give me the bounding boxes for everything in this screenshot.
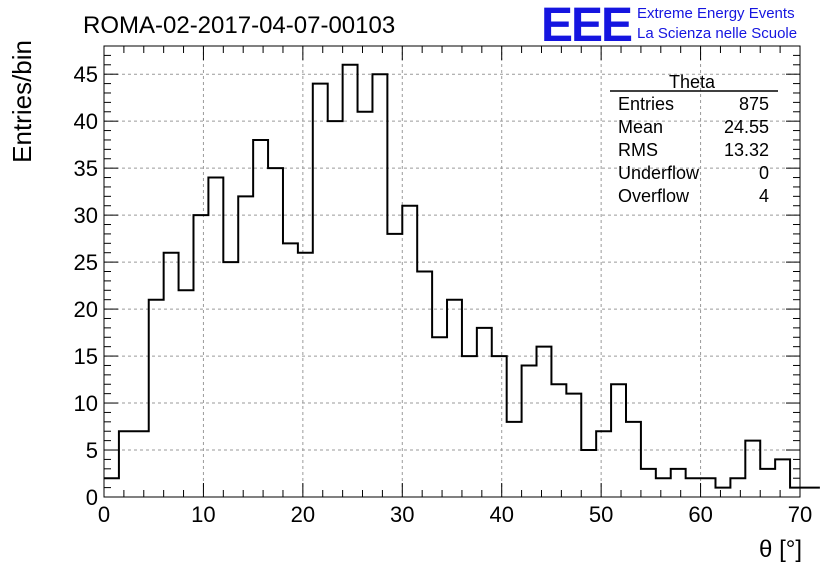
stats-label: Entries <box>618 94 674 114</box>
y-tick-label: 10 <box>74 391 98 416</box>
stats-value: 4 <box>759 186 769 206</box>
x-tick-label: 30 <box>390 502 414 527</box>
histogram-bin <box>686 478 701 497</box>
x-tick-label: 40 <box>489 502 513 527</box>
histogram-outline <box>104 63 820 498</box>
histogram-bin <box>313 84 328 497</box>
histogram-bin <box>596 431 611 497</box>
histogram-bin <box>522 365 537 497</box>
y-tick-labels: 0 5 10 15 20 25 30 35 40 45 <box>74 62 98 510</box>
stats-value: 0 <box>759 163 769 183</box>
histogram-bin <box>253 140 268 497</box>
histogram-bin <box>581 450 596 497</box>
histogram-bin <box>358 112 373 497</box>
stats-value: 875 <box>739 94 769 114</box>
stats-label: RMS <box>618 140 658 160</box>
x-tick-label: 70 <box>788 502 812 527</box>
y-tick-label: 15 <box>74 344 98 369</box>
histogram-bin <box>805 488 820 497</box>
histogram-bin <box>462 356 477 497</box>
histogram-bin <box>164 253 179 497</box>
histogram-bin <box>551 384 566 497</box>
stats-label: Overflow <box>618 186 690 206</box>
stats-box: Theta Entries 875 Mean 24.55 RMS 13.32 Underfl… <box>610 72 778 206</box>
histogram-bin <box>730 478 745 497</box>
stats-title: Theta <box>669 72 716 92</box>
eee-logo-line2: La Scienza nelle Scuole <box>637 25 797 42</box>
stats-rows: Entries 875 Mean 24.55 RMS 13.32 Underflow 0 Ove… <box>618 94 769 206</box>
y-tick-label: 35 <box>74 156 98 181</box>
histogram-bin <box>179 290 194 497</box>
histogram-bin <box>701 478 716 497</box>
histogram-bin <box>492 356 507 497</box>
stats-value: 13.32 <box>724 140 769 160</box>
y-tick-label: 5 <box>86 438 98 463</box>
histogram-bin <box>656 478 671 497</box>
x-tick-label: 60 <box>688 502 712 527</box>
histogram-bin <box>790 488 805 497</box>
histogram-bin <box>775 459 790 497</box>
histogram-bin <box>134 431 149 497</box>
histogram-bin <box>641 469 656 497</box>
run-title: ROMA-02-2017-04-07-00103 <box>83 12 395 39</box>
grid-lines <box>104 46 800 497</box>
histogram-bin <box>507 422 522 497</box>
histogram-bin <box>745 441 760 497</box>
histogram-bin <box>343 65 358 497</box>
histogram-bin <box>223 262 238 497</box>
plot-frame <box>103 45 801 498</box>
y-tick-label: 20 <box>74 297 98 322</box>
stats-label: Mean <box>618 117 663 137</box>
histogram-bin <box>387 234 402 497</box>
histogram-bin <box>566 394 581 497</box>
y-tick-label: 45 <box>74 62 98 87</box>
y-tick-label: 25 <box>74 250 98 275</box>
x-tick-label: 50 <box>589 502 613 527</box>
histogram-step-line <box>104 63 820 489</box>
y-tick-label: 30 <box>74 203 98 228</box>
x-tick-labels: 0 10 20 30 40 50 60 70 <box>98 502 812 527</box>
histogram-bin <box>447 300 462 497</box>
axis-ticks <box>103 45 801 498</box>
x-tick-label: 20 <box>291 502 315 527</box>
histogram-bin <box>611 384 626 497</box>
histogram-bin <box>283 243 298 497</box>
histogram-bin <box>417 272 432 498</box>
histogram-bin <box>626 422 641 497</box>
histogram-bin <box>298 253 313 497</box>
eee-logo-line1: Extreme Energy Events <box>637 5 795 22</box>
eee-logo: EEE Extreme Energy Events La Scienza nel… <box>541 0 797 52</box>
stats-label: Underflow <box>618 163 700 183</box>
x-tick-label: 10 <box>191 502 215 527</box>
stats-value: 24.55 <box>724 117 769 137</box>
histogram-bin <box>477 328 492 497</box>
histogram-bin <box>119 431 134 497</box>
histogram-bin <box>671 469 686 497</box>
histogram-bin <box>268 168 283 497</box>
histogram-bin <box>432 337 447 497</box>
histogram-bin <box>537 347 552 497</box>
histogram-bin <box>715 488 730 497</box>
x-tick-label: 0 <box>98 502 110 527</box>
y-tick-label: 0 <box>86 485 98 510</box>
histogram-bin <box>372 74 387 497</box>
histogram-bin <box>760 469 775 497</box>
histogram-bin <box>238 196 253 497</box>
x-axis-label: θ [°] <box>759 536 802 563</box>
y-axis-label: Entries/bin <box>7 40 37 163</box>
histogram-bin <box>149 300 164 497</box>
y-tick-label: 40 <box>74 109 98 134</box>
histogram-bin <box>208 178 223 497</box>
eee-logo-mark: EEE <box>541 0 632 52</box>
histogram-bin <box>402 206 417 497</box>
